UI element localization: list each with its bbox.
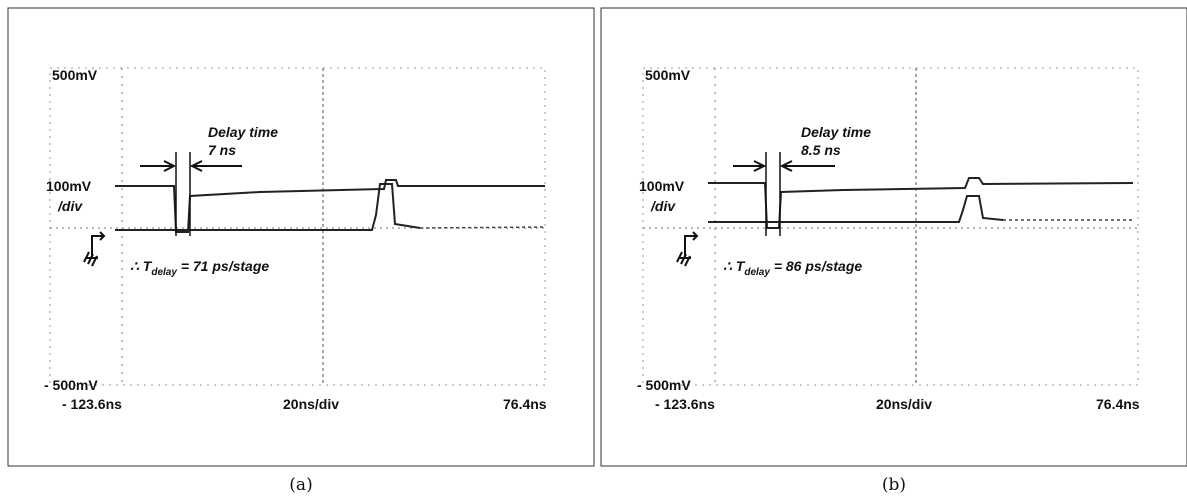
result-rest: = 71 ps/stage [177,258,269,274]
axis-label: - 500mV [44,377,98,393]
annotation: 7 ns [208,142,236,158]
axis-label: 20ns/div [283,396,339,412]
figure: 500mV 100mV/div - 500mV - 123.6ns 20ns/div 76… [0,0,1187,500]
result: ∴ Tdelay = 71 ps/stage [130,258,269,278]
arrow [140,161,174,171]
axis-label: 500mV [52,67,98,83]
scope-frame [50,68,545,385]
arrow [733,161,764,171]
axis-label: 76.4ns [503,396,547,412]
caption: (a) [289,475,312,495]
axis-label: - 500mV [637,377,691,393]
arrow [192,161,242,171]
panel: 500mV 100mV/div - 500mV - 123.6ns 20ns/div 76… [8,8,594,495]
trace [708,196,1003,222]
axis-label: /div [57,198,83,214]
ground-symbol [677,232,697,266]
panel: 500mV 100mV/div - 500mV - 123.6ns 20ns/div 76… [601,8,1187,495]
caption: (b) [882,475,906,495]
arrow [782,161,835,171]
axis-label: /div [650,198,676,214]
result-subscript: delay [744,267,770,278]
annotation: 8.5 ns [801,142,841,158]
axis-label: 20ns/div [876,396,932,412]
annotation: Delay time [208,124,278,140]
trace [115,180,545,232]
axis-label: - 123.6ns [62,396,122,412]
result-prefix: ∴ [130,258,143,274]
result: ∴ Tdelay = 86 ps/stage [723,258,862,278]
scope-frame [643,68,1138,385]
trace [420,227,545,228]
result-subscript: delay [151,267,177,278]
axis-label: 100mV [46,178,92,194]
annotation: Delay time [801,124,871,140]
result-rest: = 86 ps/stage [770,258,862,274]
result-prefix: ∴ [723,258,736,274]
ground-symbol [84,232,104,266]
axis-label: 500mV [645,67,691,83]
axis-label: - 123.6ns [655,396,715,412]
axis-label: 76.4ns [1096,396,1140,412]
axis-label: 100mV [639,178,685,194]
